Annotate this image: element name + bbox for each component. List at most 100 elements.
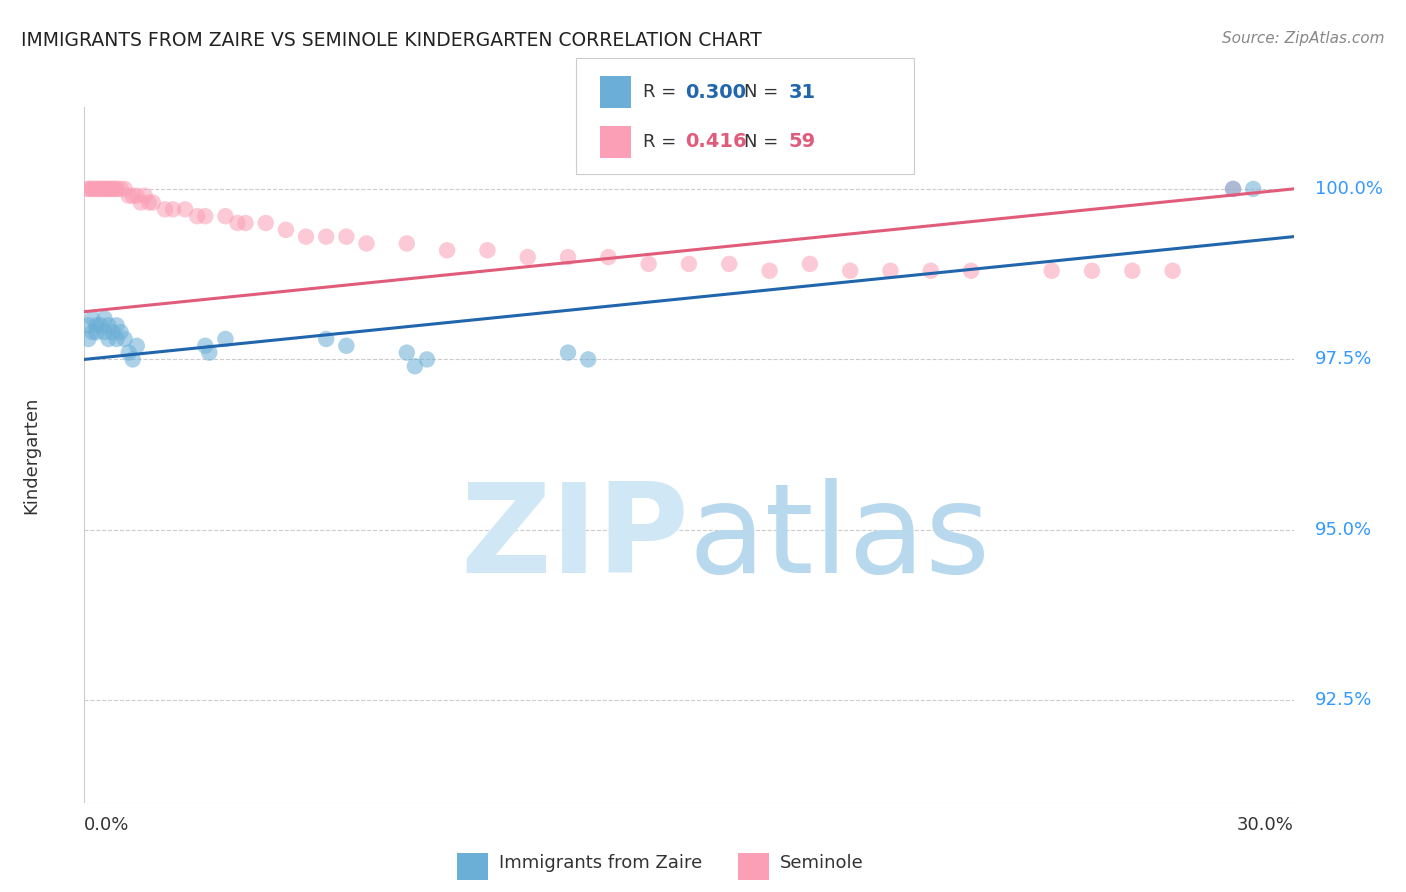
Point [82, 325, 104, 339]
Point [1081, 264, 1104, 278]
Point [97, 182, 120, 196]
Point [89, 182, 111, 196]
Point [436, 244, 458, 258]
Text: 95.0%: 95.0% [1315, 521, 1372, 539]
Point [142, 195, 165, 210]
Point [114, 332, 136, 346]
Point [226, 216, 249, 230]
Point [101, 182, 124, 196]
Text: R =: R = [643, 84, 682, 102]
Point [97, 318, 120, 333]
Text: 0.416: 0.416 [685, 132, 747, 151]
Point [86, 182, 108, 196]
Point [214, 209, 236, 223]
Point [718, 257, 741, 271]
Point [335, 339, 357, 353]
Text: Kindergarten: Kindergarten [22, 396, 39, 514]
Point [879, 264, 901, 278]
Point [93, 311, 115, 326]
Text: ZIP: ZIP [460, 478, 689, 599]
Point [105, 332, 128, 346]
Point [356, 236, 378, 251]
Point [89, 318, 111, 333]
Point [839, 264, 862, 278]
Point [315, 332, 337, 346]
Point [138, 195, 160, 210]
Text: IMMIGRANTS FROM ZAIRE VS SEMINOLE KINDERGARTEN CORRELATION CHART: IMMIGRANTS FROM ZAIRE VS SEMINOLE KINDER… [21, 31, 762, 50]
Text: 59: 59 [789, 132, 815, 151]
Point [198, 345, 221, 359]
Point [214, 332, 236, 346]
Point [557, 345, 579, 359]
Point [105, 182, 128, 196]
Point [295, 229, 318, 244]
Point [1040, 264, 1063, 278]
Point [194, 209, 217, 223]
Point [97, 332, 120, 346]
Point [121, 352, 143, 367]
Point [194, 339, 217, 353]
Point [598, 250, 620, 264]
Text: 92.5%: 92.5% [1315, 691, 1372, 709]
Point [110, 182, 132, 196]
Point [101, 325, 124, 339]
Point [254, 216, 277, 230]
Point [678, 257, 700, 271]
Point [82, 182, 104, 196]
Point [637, 257, 659, 271]
Point [89, 182, 111, 196]
Point [799, 257, 821, 271]
Text: R =: R = [643, 133, 682, 151]
Point [920, 264, 942, 278]
Point [477, 244, 499, 258]
Text: N =: N = [744, 133, 783, 151]
Point [125, 188, 148, 202]
Text: 0.300: 0.300 [685, 83, 745, 102]
Point [395, 236, 418, 251]
Point [1222, 182, 1244, 196]
Point [162, 202, 184, 217]
Point [1161, 264, 1184, 278]
Point [97, 182, 120, 196]
Point [576, 352, 599, 367]
Point [105, 182, 128, 196]
Point [86, 318, 108, 333]
Point [101, 182, 124, 196]
Text: Source: ZipAtlas.com: Source: ZipAtlas.com [1222, 31, 1385, 46]
Point [1121, 264, 1143, 278]
Text: 97.5%: 97.5% [1315, 351, 1372, 368]
Text: Immigrants from Zaire: Immigrants from Zaire [499, 855, 703, 872]
Point [121, 188, 143, 202]
Text: N =: N = [744, 84, 783, 102]
Point [134, 188, 156, 202]
Point [404, 359, 426, 374]
Point [315, 229, 337, 244]
Point [395, 345, 418, 359]
Point [93, 182, 115, 196]
Point [118, 188, 141, 202]
Point [129, 195, 152, 210]
Point [335, 229, 357, 244]
Point [86, 325, 108, 339]
Point [186, 209, 208, 223]
Point [82, 182, 104, 196]
Point [416, 352, 439, 367]
Point [125, 339, 148, 353]
Point [153, 202, 176, 217]
Point [77, 332, 100, 346]
Text: atlas: atlas [689, 478, 991, 599]
Point [516, 250, 538, 264]
Point [110, 325, 132, 339]
Point [960, 264, 983, 278]
Point [118, 345, 141, 359]
Point [114, 182, 136, 196]
Point [274, 223, 297, 237]
Point [77, 182, 100, 196]
Point [93, 325, 115, 339]
Point [86, 182, 108, 196]
Text: 31: 31 [789, 83, 815, 102]
Point [557, 250, 579, 264]
Text: Seminole: Seminole [780, 855, 865, 872]
Point [77, 318, 100, 333]
Point [1222, 182, 1244, 196]
